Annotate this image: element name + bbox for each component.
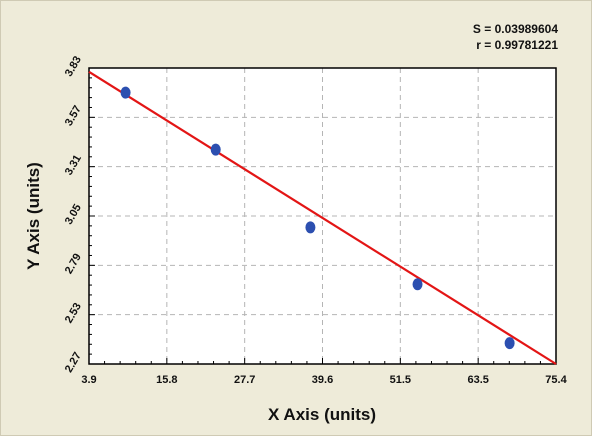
fit-line (88, 70, 557, 365)
x-tick-label: 75.4 (545, 374, 567, 386)
x-tick-label: 15.8 (156, 374, 177, 386)
s-value-annotation: S = 0.03989604 (473, 22, 558, 36)
y-tick-label: 3.05 (63, 202, 84, 227)
data-point (504, 337, 515, 350)
y-tick-label: 3.31 (63, 153, 84, 178)
regression-line (88, 70, 557, 365)
y-tick-label: 2.53 (63, 301, 84, 326)
data-point (120, 86, 131, 99)
y-tick-label: 3.83 (63, 54, 84, 79)
x-tick-label: 51.5 (390, 374, 411, 386)
x-tick-label: 39.6 (312, 374, 333, 386)
x-tick-label: 27.7 (234, 374, 255, 386)
r-value-annotation: r = 0.99781221 (476, 38, 558, 52)
data-points (120, 86, 515, 350)
x-tick-label: 63.5 (467, 374, 488, 386)
y-axis-title: Y Axis (units) (24, 162, 43, 270)
data-point (412, 278, 423, 291)
y-tick-label: 3.57 (63, 104, 84, 129)
data-point (305, 221, 316, 234)
x-axis-title: X Axis (units) (268, 405, 376, 424)
data-point (210, 143, 221, 156)
y-tick-labels: 2.27 2.53 2.79 3.05 3.31 3.57 3.83 (63, 54, 84, 375)
x-tick-labels: 3.9 15.8 27.7 39.6 51.5 63.5 75.4 (81, 374, 567, 386)
x-tick-label: 3.9 (81, 374, 96, 386)
y-tick-label: 2.27 (63, 350, 84, 375)
y-tick-label: 2.79 (63, 252, 84, 277)
plot-border (88, 67, 557, 365)
